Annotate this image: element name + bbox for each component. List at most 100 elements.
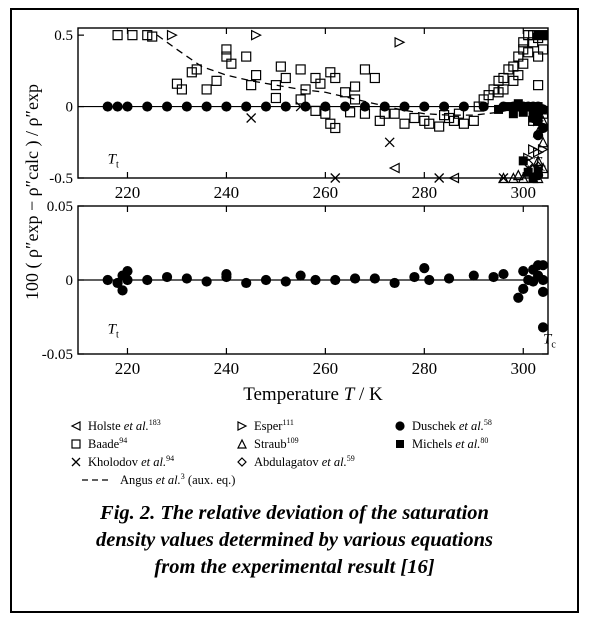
legend-item-michels-label: Michels et al.80 — [412, 436, 488, 451]
top-point-kholodov — [498, 173, 509, 183]
top-annotation-Tt: Tt — [108, 152, 119, 171]
top-point-holste — [388, 162, 400, 174]
top-point-baade — [147, 31, 158, 42]
figure-frame — [10, 8, 579, 613]
top-point-duschek — [181, 101, 192, 112]
x-axis-title: Temperature T / K — [243, 384, 383, 405]
top-point-straub — [532, 155, 544, 166]
top-point-duschek — [122, 101, 133, 112]
bottom-y-tick-label: -0.05 — [42, 347, 73, 363]
bottom-x-tick-label: 240 — [214, 359, 240, 378]
bottom-point-duschek — [310, 274, 321, 286]
top-point-kholodov — [330, 173, 341, 183]
top-point-duschek — [161, 101, 173, 112]
top-x-tick-label: 280 — [412, 183, 438, 202]
bottom-point-duschek — [181, 273, 192, 284]
top-point-straub — [507, 172, 519, 184]
figure-chart: 220 240 260 280 300 -0.5 0 0.5 Tt Tc 220 240 260 280 3… — [22, 27, 556, 487]
legend-item-holste-label: Holste et al.183 — [88, 418, 161, 433]
top-point-michels — [503, 102, 513, 112]
top-point-duschek — [439, 101, 450, 112]
top-point-baade — [315, 78, 326, 89]
top-point-duschek — [280, 101, 291, 112]
bottom-point-duschek — [537, 286, 549, 297]
bottom-point-duschek — [369, 273, 380, 284]
top-point-kholodov — [434, 173, 445, 183]
top-point-duschek — [102, 101, 113, 112]
top-plot-frame — [77, 27, 549, 179]
top-y-tick-label: 0.5 — [54, 28, 73, 44]
bottom-point-duschek — [330, 274, 341, 286]
top-point-michels — [533, 166, 543, 176]
top-point-duschek — [478, 101, 489, 112]
bottom-point-duschek — [295, 270, 306, 281]
top-annotation-Tc: Tc — [533, 155, 546, 174]
legend-item-duschek-marker — [395, 421, 405, 431]
bottom-point-duschek — [518, 266, 529, 277]
top-point-michels — [518, 156, 528, 166]
top-point-baade — [434, 121, 445, 132]
top-point-michels — [513, 99, 523, 109]
top-point-baade — [389, 108, 400, 119]
top-point-baade — [330, 122, 341, 134]
bottom-point-duschek — [122, 266, 133, 277]
top-point-michels — [523, 167, 533, 177]
top-point-duschek — [142, 101, 153, 112]
legend-item-abdulagatov-label: Abdulagatov et al.59 — [254, 454, 355, 469]
top-point-baade — [399, 118, 410, 129]
top-point-baade — [513, 70, 524, 81]
legend-item-straub-marker — [237, 438, 247, 449]
caption-line-3: from the experimental result [16] — [154, 556, 435, 578]
top-point-baade — [295, 94, 306, 105]
bottom-point-duschek — [221, 271, 232, 283]
top-point-baade — [310, 105, 321, 116]
legend-item-straub-label: Straub109 — [254, 436, 299, 451]
top-point-baade — [270, 80, 281, 91]
top-point-baade — [251, 70, 262, 81]
top-point-michels — [523, 102, 533, 112]
top-point-baade — [537, 44, 549, 55]
top-point-baade — [270, 92, 281, 104]
bottom-point-duschek — [122, 274, 133, 286]
top-point-baade — [280, 72, 291, 84]
bottom-point-duschek — [443, 273, 455, 284]
top-point-baade — [349, 94, 361, 105]
top-point-straub — [512, 169, 524, 181]
bottom-annotation-Tt: Tt — [108, 321, 119, 340]
top-point-baade — [176, 84, 187, 95]
bottom-point-duschek — [488, 271, 499, 283]
top-point-baade — [340, 87, 351, 98]
top-point-baade — [221, 44, 232, 55]
top-point-baade — [226, 58, 237, 69]
bottom-point-duschek — [161, 271, 173, 283]
top-point-duschek — [340, 101, 351, 112]
top-point-baade — [458, 118, 469, 129]
top-point-baade — [211, 75, 222, 86]
top-point-baade — [424, 118, 435, 129]
legend-item-holste-marker — [70, 421, 81, 431]
top-point-baade — [112, 30, 123, 41]
top-point-michels — [528, 104, 538, 114]
top-point-baade — [518, 58, 529, 69]
bottom-point-duschek — [241, 277, 252, 289]
top-point-baade — [246, 80, 257, 91]
top-point-baade — [369, 72, 380, 84]
top-y-tick-label: -0.5 — [49, 171, 73, 187]
bottom-point-duschek — [537, 260, 549, 271]
legend-item-duschek-label: Duschek et al.58 — [412, 418, 492, 433]
bottom-point-duschek — [498, 268, 509, 280]
caption-line-1: Fig. 2. The relative deviation of the sa… — [100, 502, 489, 524]
top-point-baade — [498, 84, 509, 95]
top-point-duschek — [300, 101, 311, 112]
caption-line-2: density values determined by various equ… — [96, 529, 493, 551]
top-point-duschek — [419, 101, 430, 112]
legend-item-baade-label: Baade94 — [88, 436, 127, 451]
top-point-duschek — [260, 101, 272, 112]
top-point-esper — [394, 36, 406, 48]
legend-item-kholodov-marker — [71, 457, 81, 467]
legend-item-abdulagatov-marker — [237, 457, 247, 467]
top-point-baade — [330, 72, 341, 84]
top-point-baade — [468, 115, 479, 126]
bottom-x-tick-label: 300 — [511, 359, 537, 378]
top-point-michels — [533, 30, 543, 40]
